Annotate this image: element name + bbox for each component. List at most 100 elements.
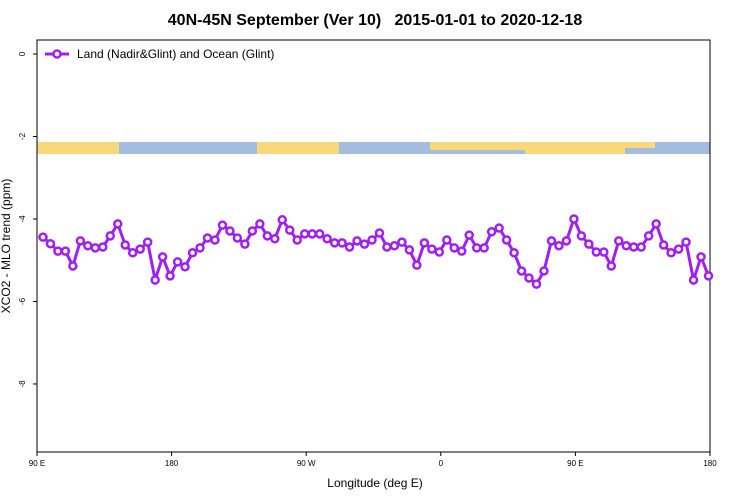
data-point — [135, 244, 145, 254]
data-point — [412, 260, 422, 270]
data-point — [322, 234, 332, 244]
x-axis-label: Longitude (deg E) — [327, 476, 422, 490]
data-point — [165, 271, 175, 281]
data-point — [389, 241, 400, 251]
data-point — [494, 223, 504, 233]
x-tick-label: 0 — [439, 459, 444, 468]
data-point — [546, 236, 557, 246]
data-point — [531, 279, 542, 289]
data-point — [688, 275, 699, 285]
land-band — [625, 142, 655, 148]
y-tick-label: -8 — [18, 380, 27, 388]
data-point — [299, 229, 310, 239]
data-point — [434, 247, 445, 257]
data-point — [628, 242, 639, 252]
data-point — [105, 231, 116, 241]
data-point — [456, 246, 467, 256]
data-point — [501, 235, 512, 245]
data-point — [382, 242, 392, 252]
data-point — [225, 226, 235, 236]
data-point — [658, 240, 669, 250]
data-point — [60, 246, 71, 256]
data-point — [187, 248, 198, 258]
data-point — [427, 244, 437, 254]
data-point — [509, 248, 519, 258]
data-point — [666, 248, 676, 258]
data-point — [127, 248, 138, 258]
data-point — [614, 236, 624, 246]
data-point — [255, 219, 265, 229]
land-band — [430, 142, 525, 150]
data-point — [606, 261, 617, 271]
plot-frame — [36, 39, 711, 453]
data-point — [53, 246, 63, 256]
data-point — [584, 239, 594, 249]
data-point — [449, 243, 460, 253]
data-point — [359, 239, 370, 249]
data-point — [404, 245, 415, 255]
data-point — [83, 241, 93, 251]
x-tick-label: 90 E — [29, 459, 45, 468]
y-tick-label: -4 — [18, 215, 27, 223]
data-point — [651, 219, 661, 229]
chart-title: 40N-45N September (Ver 10) 2015-01-01 to… — [168, 12, 583, 29]
x-tick-label: 90 E — [567, 459, 583, 468]
data-point — [284, 225, 295, 235]
y-axis-label: XCO2 - MLO trend (ppm) — [0, 179, 13, 314]
data-point — [38, 232, 48, 242]
data-point — [232, 233, 243, 243]
data-point — [142, 237, 153, 247]
data-point — [673, 244, 684, 254]
data-point — [464, 230, 474, 240]
data-point — [569, 214, 579, 224]
data-point — [98, 242, 108, 252]
data-point — [314, 229, 325, 239]
y-tick-label: -6 — [18, 297, 27, 305]
data-point — [471, 243, 482, 253]
data-point — [591, 247, 602, 257]
data-point — [703, 271, 714, 281]
data-point — [180, 262, 190, 272]
data-point — [337, 238, 347, 248]
data-point — [442, 235, 452, 245]
y-tick-label: 0 — [18, 51, 27, 56]
data-point — [643, 231, 654, 241]
data-point — [524, 273, 534, 283]
data-point — [516, 266, 527, 276]
data-point — [270, 234, 280, 244]
data-point — [292, 235, 302, 245]
data-point — [374, 228, 385, 238]
data-point — [352, 236, 362, 246]
land-band — [257, 142, 339, 154]
data-point — [576, 231, 587, 241]
data-point — [75, 236, 86, 246]
legend-label: Land (Nadir&Glint) and Ocean (Glint) — [77, 47, 274, 61]
data-point — [419, 238, 430, 248]
y-tick-label: -2 — [18, 132, 27, 140]
data-point — [681, 237, 691, 247]
land-ocean-stripe — [37, 142, 710, 154]
data-point — [68, 261, 78, 271]
data-point — [247, 226, 258, 236]
data-point — [479, 243, 489, 253]
data-point — [113, 219, 123, 229]
data-point — [554, 241, 564, 251]
data-point — [307, 229, 317, 239]
data-point — [561, 236, 572, 246]
data-point — [696, 252, 706, 262]
x-tick-label: 90 W — [297, 459, 316, 468]
x-tick-label: 180 — [703, 459, 717, 468]
data-point — [240, 239, 250, 249]
data-point — [202, 233, 213, 243]
data-point — [217, 220, 228, 230]
x-tick-label: 180 — [165, 459, 179, 468]
legend-marker — [52, 49, 62, 59]
data-point — [539, 266, 549, 276]
data-point — [210, 235, 220, 245]
data-point — [172, 257, 183, 267]
data-point — [636, 242, 646, 252]
data-point — [486, 227, 497, 237]
data-point — [329, 238, 340, 248]
data-point — [195, 243, 205, 253]
